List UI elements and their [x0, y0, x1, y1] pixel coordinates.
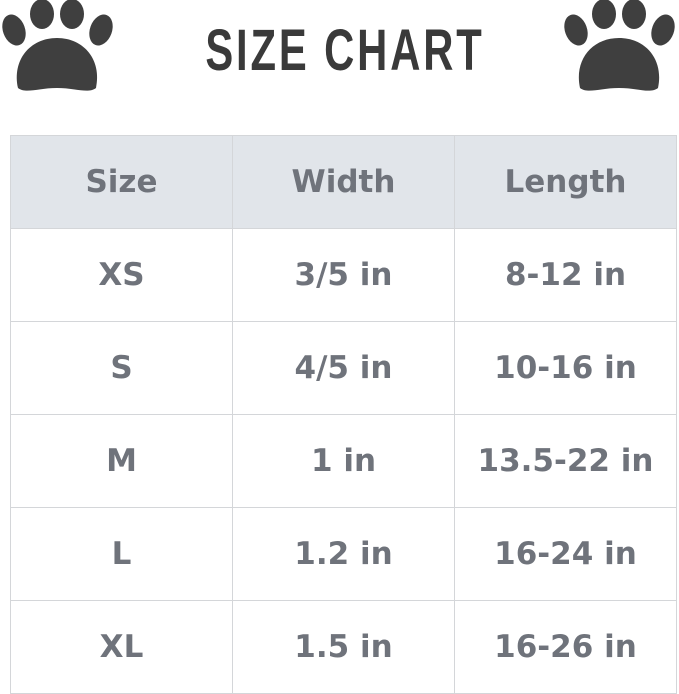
size-cell: L [10, 507, 233, 601]
column-header-width: Width [232, 135, 455, 229]
table-row: XL 1.5 in 16-26 in [10, 600, 677, 694]
column-header-length: Length [454, 135, 677, 229]
page-title: SIZE CHART [192, 18, 497, 83]
size-cell: M [10, 414, 233, 508]
length-cell: 10-16 in [454, 321, 677, 415]
table-header-row: Size Width Length [10, 135, 677, 229]
size-cell: XS [10, 228, 233, 322]
width-cell: 1.2 in [232, 507, 455, 601]
size-cell: S [10, 321, 233, 415]
length-cell: 16-24 in [454, 507, 677, 601]
table-row: M 1 in 13.5-22 in [10, 414, 677, 508]
paw-print-icon [564, 0, 675, 91]
table-row: S 4/5 in 10-16 in [10, 321, 677, 415]
length-cell: 8-12 in [454, 228, 677, 322]
width-cell: 4/5 in [232, 321, 455, 415]
width-cell: 3/5 in [232, 228, 455, 322]
length-cell: 16-26 in [454, 600, 677, 694]
table-row: L 1.2 in 16-24 in [10, 507, 677, 601]
width-cell: 1.5 in [232, 600, 455, 694]
table-row: XS 3/5 in 8-12 in [10, 228, 677, 322]
length-cell: 13.5-22 in [454, 414, 677, 508]
width-cell: 1 in [232, 414, 455, 508]
paw-print-icon [2, 0, 113, 91]
title-text: SIZE CHART [204, 17, 485, 83]
size-cell: XL [10, 600, 233, 694]
column-header-size: Size [10, 135, 233, 229]
size-table: Size Width Length XS 3/5 in 8-12 in S 4/… [10, 135, 677, 694]
